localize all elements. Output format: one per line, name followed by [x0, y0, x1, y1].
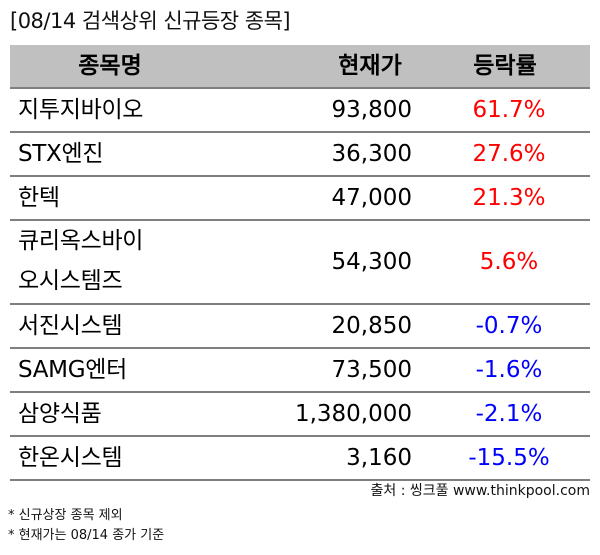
stock-name: 서진시스템: [18, 313, 123, 339]
footnote: * 현재가는 08/14 종가 기준: [8, 528, 165, 543]
stock-name: 한텍: [18, 185, 60, 211]
stock-rate: -15.5%: [468, 445, 550, 471]
stock-rate: 21.3%: [472, 185, 546, 211]
table-row: 지투지바이오 93,800 61.7%: [10, 89, 590, 133]
footnote: * 신규상장 종목 제외: [8, 508, 123, 523]
header-name: 종목명: [78, 53, 142, 79]
stock-price: 93,800: [331, 97, 412, 123]
page-title: [08/14 검색상위 신규등장 종목]: [10, 9, 291, 33]
header-price: 현재가: [338, 53, 402, 79]
header-rate: 등락률: [473, 53, 537, 79]
table-row: SAMG엔터 73,500 -1.6%: [10, 349, 590, 393]
stock-price: 54,300: [331, 249, 412, 275]
stock-rate: -2.1%: [475, 401, 543, 427]
table-row: 서진시스템 20,850 -0.7%: [10, 305, 590, 349]
stock-name: 삼양식품: [18, 401, 102, 427]
footnotes: * 신규상장 종목 제외 * 현재가는 08/14 종가 기준: [8, 506, 164, 546]
table-row: 한텍 47,000 21.3%: [10, 177, 590, 221]
stock-rate: -0.7%: [475, 313, 543, 339]
stock-price: 3,160: [346, 445, 412, 471]
stock-price: 1,380,000: [294, 401, 412, 427]
stock-name: STX엔진: [18, 141, 104, 167]
stock-table: 종목명 현재가 등락률 지투지바이오 93,800 61.7% STX엔진 36…: [10, 45, 590, 481]
stock-name: 한온시스템: [18, 445, 123, 471]
table-header: 종목명 현재가 등락률: [10, 45, 590, 89]
stock-price: 36,300: [331, 141, 412, 167]
stock-rate: 5.6%: [479, 249, 539, 275]
table-row: 큐리옥스바이 오시스템즈 54,300 5.6%: [10, 221, 590, 305]
stock-name-line2: 오시스템즈: [18, 268, 123, 294]
stock-name: 지투지바이오: [18, 97, 144, 123]
stock-price: 47,000: [331, 185, 412, 211]
stock-name-line1: 큐리옥스바이: [18, 228, 144, 254]
stock-rate: 61.7%: [472, 97, 546, 123]
stock-price: 73,500: [331, 357, 412, 383]
stock-price: 20,850: [331, 313, 412, 339]
stock-rate: -1.6%: [475, 357, 543, 383]
table-row: 삼양식품 1,380,000 -2.1%: [10, 393, 590, 437]
stock-name: SAMG엔터: [18, 357, 127, 383]
source-credit: 출처 : 씽크풀 www.thinkpool.com: [370, 483, 590, 499]
table-row: 한온시스템 3,160 -15.5%: [10, 437, 590, 481]
stock-rate: 27.6%: [472, 141, 546, 167]
table-row: STX엔진 36,300 27.6%: [10, 133, 590, 177]
